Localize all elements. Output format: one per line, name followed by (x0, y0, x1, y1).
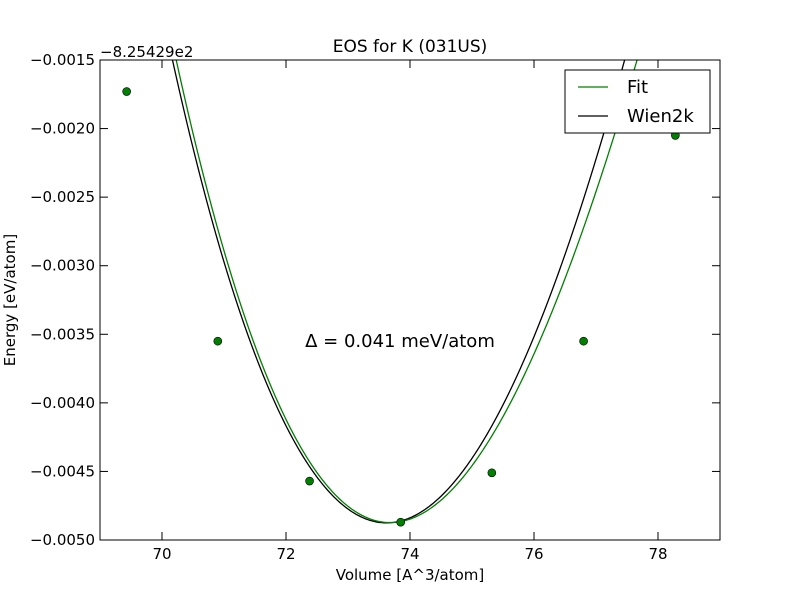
legend: Fit Wien2k (564, 69, 711, 134)
chart-title: EOS for K (031US) (333, 37, 488, 57)
y-tick-label: −0.0045 (30, 462, 95, 480)
data-point (487, 468, 497, 478)
y-tick-label: −0.0020 (30, 120, 95, 138)
data-point (213, 336, 223, 346)
data-points (122, 87, 680, 527)
y-tick-label: −0.0040 (30, 394, 95, 412)
legend-label-fit: Fit (627, 77, 648, 98)
y-tick-label: −0.0035 (30, 325, 95, 343)
y-tick-label: −0.0015 (30, 51, 95, 69)
x-tick-label: 78 (648, 545, 667, 563)
x-tick-label: 70 (152, 545, 171, 563)
y-axis-label: Energy [eV/atom] (1, 234, 19, 366)
data-point (396, 517, 406, 527)
delta-annotation: Δ = 0.041 meV/atom (305, 331, 495, 352)
x-axis-label: Volume [A^3/atom] (336, 566, 485, 584)
y-offset-text: −8.25429e2 (100, 43, 193, 61)
x-tick-label: 74 (400, 545, 419, 563)
data-point (122, 87, 131, 96)
data-point (305, 476, 314, 486)
ticks: 70 72 74 76 78 −0.0050 −0.0045 −0.0040 −0.0035 −0… (30, 51, 720, 563)
data-point (579, 336, 588, 346)
legend-box (564, 69, 711, 134)
y-tick-label: −0.0050 (30, 531, 95, 549)
x-tick-label: 72 (276, 545, 295, 563)
x-tick-label: 76 (524, 545, 543, 563)
y-tick-label: −0.0025 (30, 188, 95, 206)
y-tick-label: −0.0030 (30, 257, 95, 275)
legend-label-wien2k: Wien2k (627, 106, 694, 127)
